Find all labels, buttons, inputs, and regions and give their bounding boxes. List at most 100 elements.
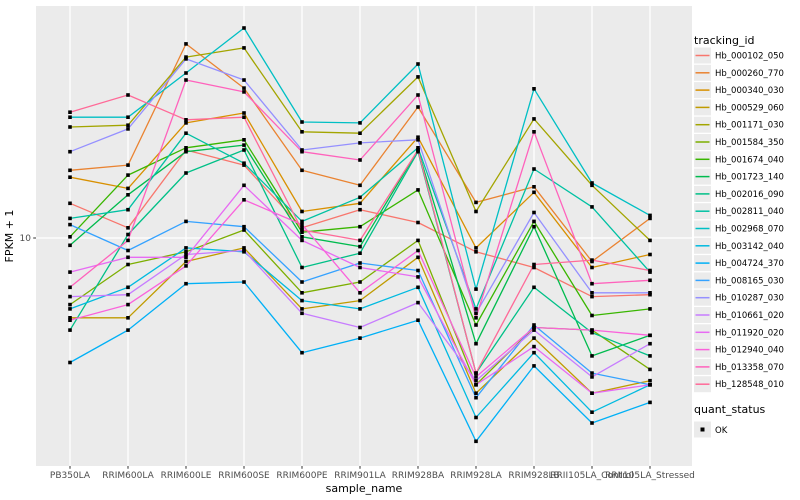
legend-label: Hb_008165_030 <box>715 276 784 286</box>
x-tick-labels: PB350LA RRIM600LA RRIM600LE RRIM600SE RRIM60… <box>50 471 695 481</box>
data-point-marker <box>532 130 536 134</box>
data-point-marker <box>300 350 304 355</box>
data-point-marker <box>648 354 652 358</box>
data-point-marker <box>532 210 536 215</box>
data-point-marker <box>416 268 420 273</box>
data-point-marker <box>416 93 420 97</box>
legend-label: Hb_010661_020 <box>715 311 784 321</box>
data-point-marker <box>532 87 536 91</box>
data-point-marker <box>358 265 362 270</box>
data-point-marker <box>184 71 188 75</box>
data-point-marker <box>300 120 304 124</box>
data-point-marker <box>474 395 478 400</box>
data-point-marker <box>648 307 652 311</box>
data-point-marker <box>590 354 594 358</box>
data-point-marker <box>184 171 188 175</box>
data-point-marker <box>68 360 72 365</box>
x-tick-label: RRIM928BA <box>392 471 445 481</box>
data-point-marker <box>416 146 420 150</box>
data-point-marker <box>532 336 536 340</box>
data-point-marker <box>126 248 130 253</box>
data-point-marker <box>358 261 362 265</box>
data-point-marker <box>648 252 652 257</box>
data-point-marker <box>184 219 188 224</box>
data-point-marker <box>68 201 72 206</box>
legend-label: Hb_012940_040 <box>715 346 784 356</box>
x-tick-label: RRIM600SE <box>218 471 270 481</box>
data-point-marker <box>590 291 594 295</box>
data-point-marker <box>184 118 188 122</box>
data-point-marker <box>358 307 362 311</box>
legend-label: Hb_004724_370 <box>715 259 784 269</box>
data-point-marker <box>532 185 536 189</box>
data-point-marker <box>242 224 246 229</box>
data-point-marker <box>474 307 478 311</box>
data-point-marker <box>532 219 536 224</box>
data-point-marker <box>648 291 652 295</box>
axis-ticks <box>33 237 651 469</box>
data-point-marker <box>300 168 304 173</box>
data-point-marker <box>532 167 536 171</box>
data-point-marker <box>242 183 246 188</box>
data-point-marker <box>242 111 246 115</box>
tracking-legend-entries: Hb_000102_050 Hb_000260_770 Hb_000340_030 H… <box>694 47 784 393</box>
data-point-marker <box>416 275 420 279</box>
data-point-marker <box>126 163 130 167</box>
data-point-marker <box>358 141 362 145</box>
x-tick-label: RRIM600LA <box>102 471 154 481</box>
quant-legend-label: OK <box>715 426 728 436</box>
data-point-marker <box>68 318 72 322</box>
data-point-marker <box>68 302 72 307</box>
quant-legend-title: quant_status <box>694 403 766 416</box>
data-point-marker <box>242 280 246 284</box>
y-axis-title: FPKM + 1 <box>3 210 16 263</box>
data-point-marker <box>300 311 304 316</box>
data-point-marker <box>416 220 420 225</box>
data-point-marker <box>474 250 478 254</box>
data-point-marker <box>184 252 188 257</box>
data-point-marker <box>358 158 362 162</box>
data-point-marker <box>300 228 304 232</box>
data-point-marker <box>242 198 246 202</box>
data-point-marker <box>300 265 304 270</box>
data-point-marker <box>126 115 130 119</box>
data-point-marker <box>126 186 130 191</box>
data-point-marker <box>300 307 304 311</box>
data-point-marker <box>358 201 362 206</box>
data-point-marker <box>358 195 362 200</box>
data-point-marker <box>242 163 246 167</box>
data-point-marker <box>590 375 594 379</box>
data-point-marker <box>590 371 594 375</box>
data-point-marker <box>474 383 478 387</box>
data-point-marker <box>68 316 72 320</box>
legend-label: Hb_000340_030 <box>715 86 784 96</box>
data-point-marker <box>474 323 478 327</box>
data-point-marker <box>358 291 362 295</box>
legend-label: Hb_011920_020 <box>715 328 784 338</box>
data-point-marker <box>474 415 478 420</box>
data-point-marker <box>68 216 72 221</box>
data-point-marker <box>416 75 420 79</box>
data-point-marker <box>242 78 246 82</box>
data-point-marker <box>184 42 188 46</box>
data-point-marker <box>532 323 536 327</box>
data-point-marker <box>648 383 652 387</box>
data-point-marker <box>648 367 652 372</box>
data-point-marker <box>184 57 188 61</box>
data-point-marker <box>184 146 188 150</box>
data-point-marker <box>358 298 362 303</box>
data-point-marker <box>126 238 130 243</box>
data-point-marker <box>358 336 362 340</box>
data-point-marker <box>532 328 536 332</box>
data-point-marker <box>590 421 594 425</box>
data-point-marker <box>126 123 130 127</box>
data-point-marker <box>590 205 594 209</box>
data-point-marker <box>416 255 420 260</box>
data-point-marker <box>358 224 362 229</box>
data-point-marker <box>416 135 420 139</box>
data-point-marker <box>358 183 362 188</box>
data-point-marker <box>416 62 420 66</box>
data-point-marker <box>126 226 130 230</box>
